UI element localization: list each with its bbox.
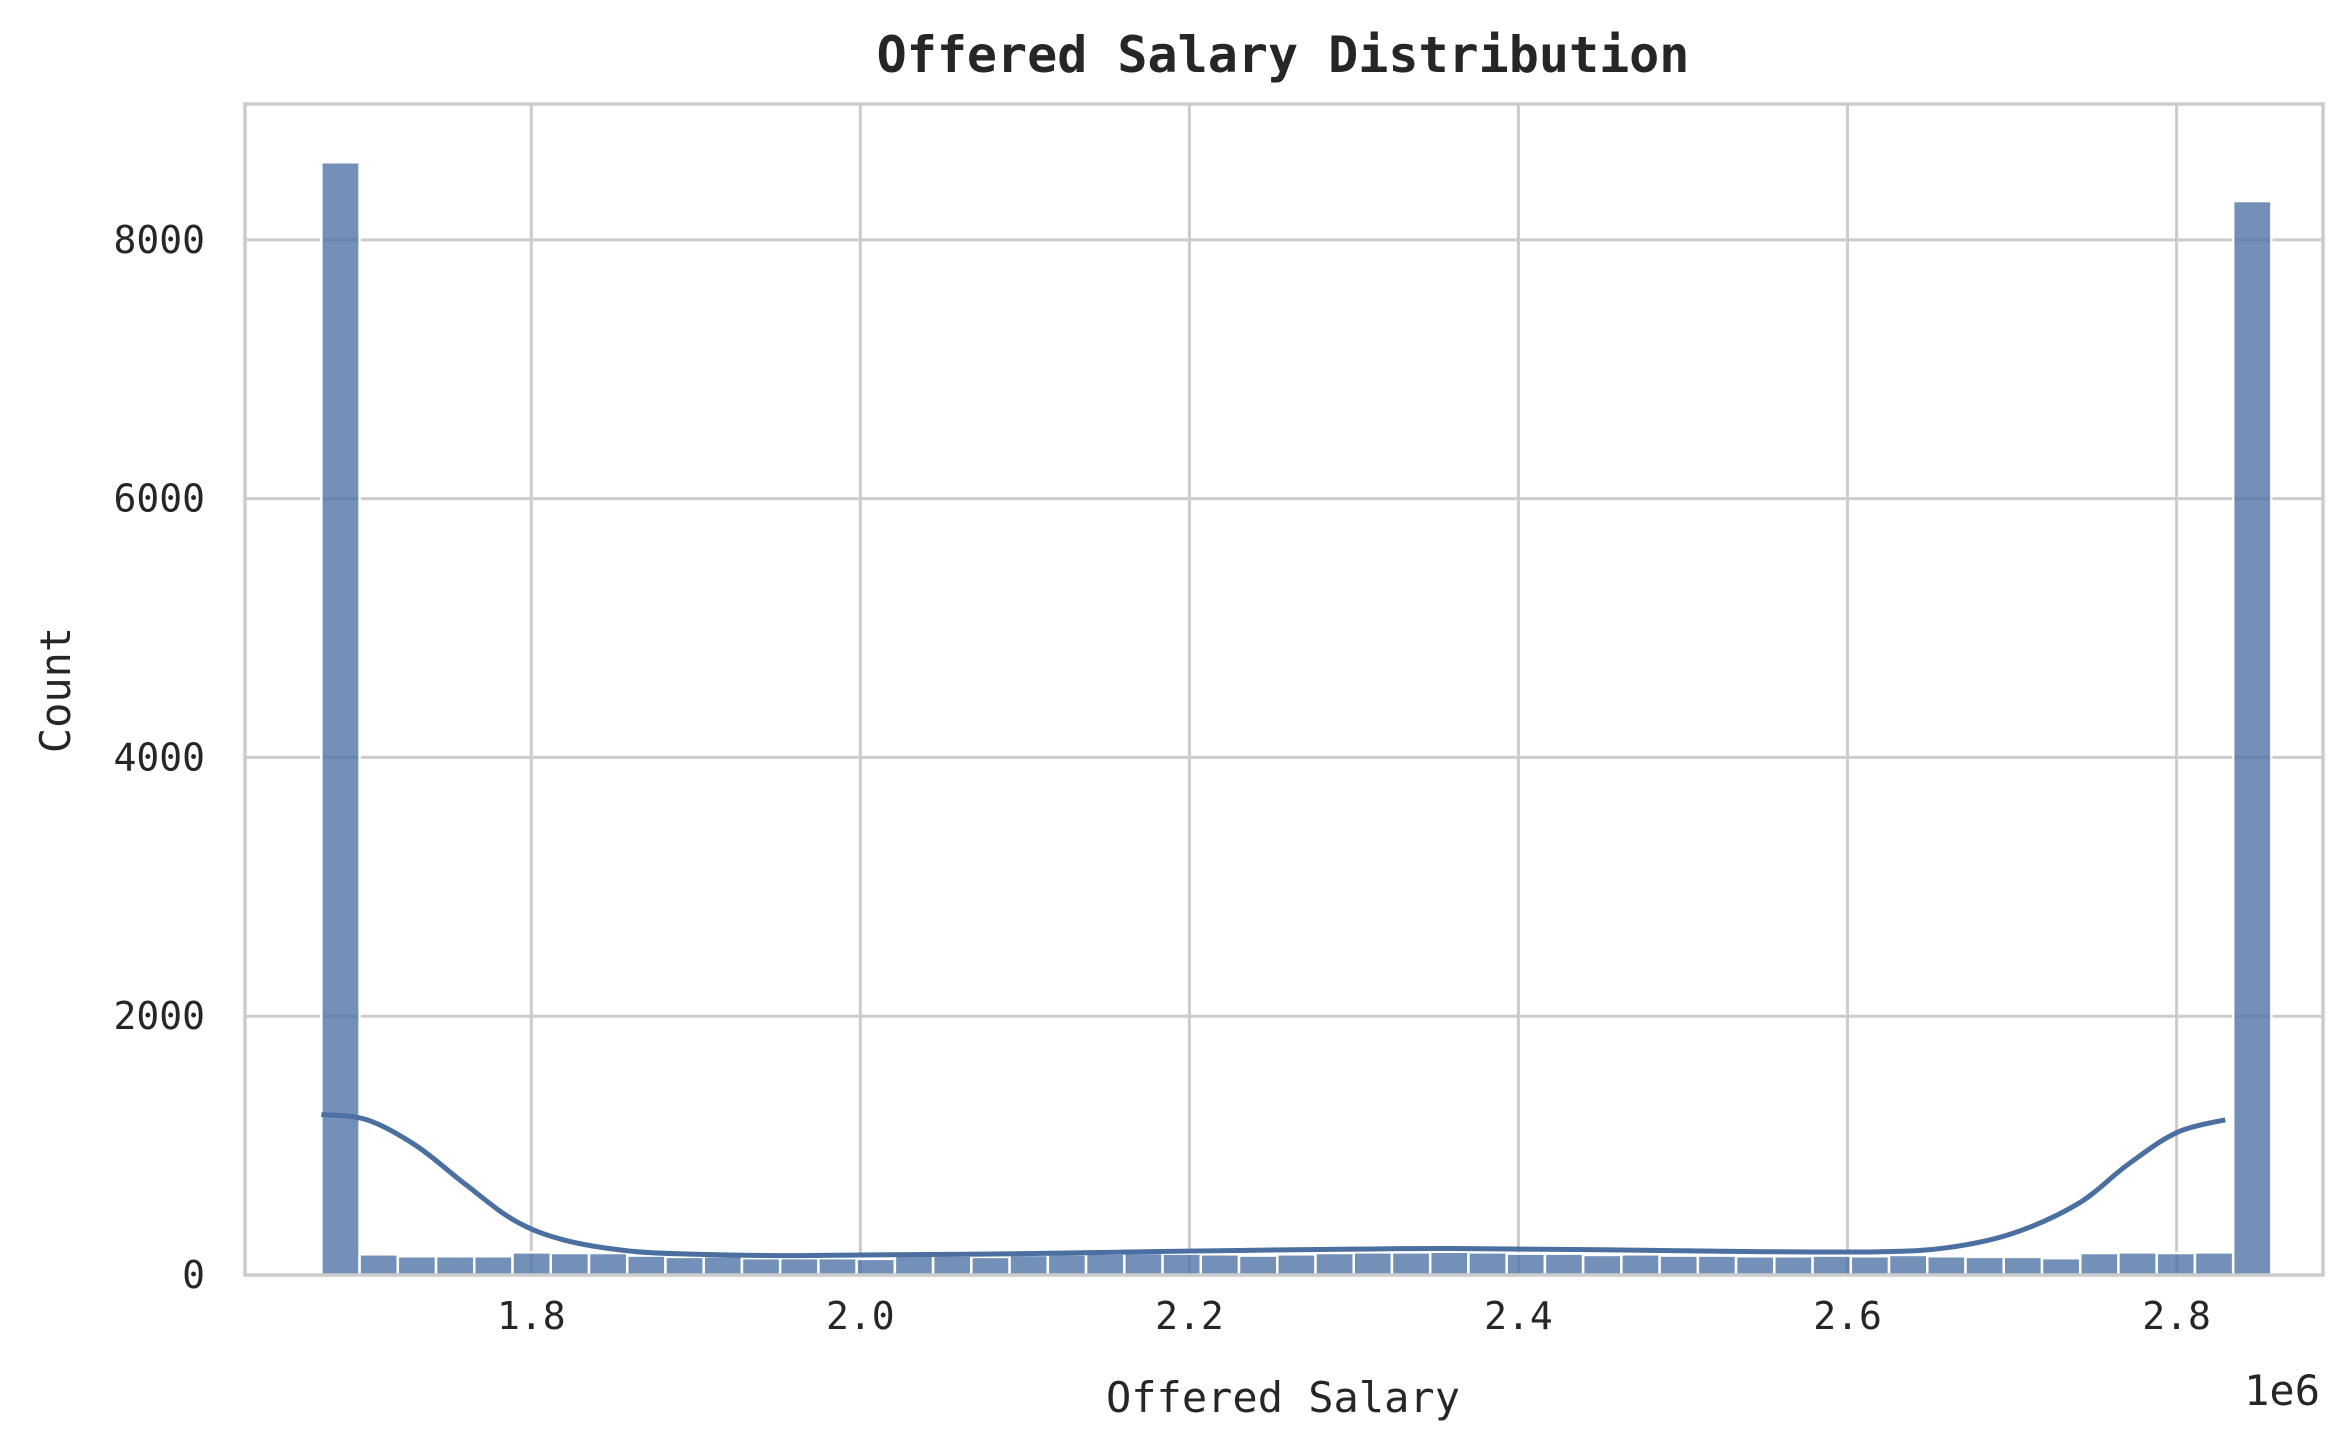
x-axis-offset-text: 1e6: [2244, 1366, 2320, 1415]
histogram-bar: [2155, 1251, 2197, 1277]
histogram-bar: [1696, 1254, 1738, 1277]
histogram-bar: [2193, 1251, 2235, 1277]
histogram-bar: [855, 1257, 897, 1277]
histogram-bar: [1084, 1252, 1126, 1277]
histogram-bar: [1964, 1255, 2005, 1277]
histogram-bar: [778, 1256, 820, 1277]
histogram-bar: [740, 1256, 782, 1277]
histogram-bar: [1199, 1253, 1241, 1277]
histogram-bar: [2231, 199, 2273, 1277]
histogram-bar: [358, 1253, 400, 1277]
histogram-bar: [970, 1255, 1011, 1277]
y-tick-label: 2000: [113, 994, 205, 1038]
y-axis-label: Count: [31, 627, 80, 753]
gridlines: [245, 104, 2323, 1277]
histogram-bar: [1658, 1254, 1700, 1277]
x-tick-label: 2.8: [2142, 1294, 2211, 1338]
histogram-bar: [2078, 1251, 2120, 1277]
histogram-bar: [1467, 1251, 1508, 1277]
histogram-bar: [511, 1251, 553, 1277]
histogram-bar: [893, 1254, 935, 1277]
chart-title: Offered Salary Distribution: [877, 26, 1690, 84]
histogram-bar: [1161, 1252, 1203, 1277]
y-tick-label: 0: [182, 1253, 205, 1297]
histogram-bar: [1314, 1251, 1355, 1277]
histogram-bar: [1505, 1252, 1547, 1277]
histogram-bar: [549, 1251, 591, 1277]
histogram-bar: [396, 1254, 438, 1277]
histogram-bar: [664, 1255, 705, 1277]
y-tick-label: 8000: [113, 218, 205, 262]
histogram-bar: [1428, 1250, 1470, 1277]
histogram-bar: [1773, 1254, 1814, 1277]
histogram-bar: [1887, 1253, 1929, 1277]
x-axis-label: Offered Salary: [1106, 1373, 1460, 1422]
x-tick-label: 1.8: [497, 1294, 566, 1338]
y-tick-label: 6000: [113, 477, 205, 521]
histogram-bar: [1352, 1251, 1394, 1277]
histogram-bar: [1237, 1254, 1279, 1277]
histogram-bar: [2040, 1256, 2082, 1277]
histogram-bar: [817, 1256, 858, 1277]
histogram-bars: [320, 160, 2273, 1277]
histogram-bar: [1543, 1252, 1585, 1277]
histogram-bar: [1811, 1254, 1853, 1277]
histogram-bar: [931, 1254, 973, 1277]
histogram-bar: [434, 1254, 476, 1277]
histogram-bar: [625, 1254, 667, 1277]
histogram-bar: [2002, 1255, 2044, 1277]
histogram-bar: [473, 1254, 514, 1277]
plot-frame: [243, 102, 2325, 1277]
histogram-bar: [1926, 1254, 1967, 1277]
histogram-bar: [1390, 1251, 1432, 1277]
y-tick-label: 4000: [113, 735, 205, 779]
histogram-bar: [702, 1254, 744, 1277]
x-axis-ticks: 1.8 2.0 2.2 2.4 2.6 2.8: [497, 1294, 2211, 1338]
histogram-bar: [1008, 1253, 1050, 1277]
x-tick-label: 2.0: [826, 1294, 895, 1338]
x-tick-label: 2.6: [1813, 1294, 1882, 1338]
histogram-bar: [1734, 1254, 1776, 1277]
histogram-bar: [2117, 1251, 2158, 1277]
histogram-bar: [1849, 1254, 1891, 1277]
histogram-bar: [320, 160, 361, 1277]
kde-curve: [321, 1112, 2226, 1259]
histogram-bar: [1276, 1253, 1317, 1277]
histogram-bar: [1581, 1253, 1623, 1277]
histogram-bar: [1123, 1251, 1164, 1277]
x-tick-label: 2.4: [1484, 1294, 1553, 1338]
histogram-bar: [1620, 1253, 1661, 1277]
histogram-bar: [1046, 1253, 1088, 1277]
y-axis-ticks: 0 2000 4000 6000 8000: [113, 218, 205, 1297]
x-tick-label: 2.2: [1155, 1294, 1224, 1338]
histogram-bar: [587, 1251, 629, 1277]
